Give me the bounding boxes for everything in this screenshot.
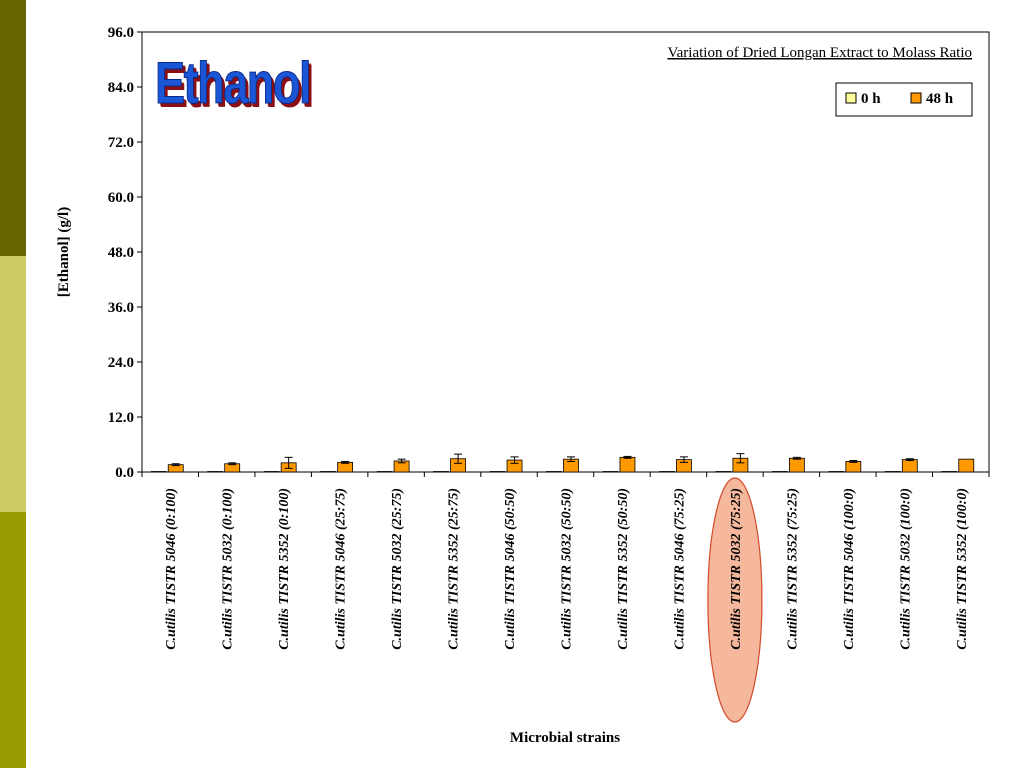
stripe-bottom (0, 512, 26, 768)
x-tick-label: C.utilis TISTR 5032 (0:100) (221, 488, 236, 650)
legend-swatch-48h (910, 92, 922, 104)
x-tick-label: C.utilis TISTR 5032 (25:75) (390, 488, 405, 650)
y-axis-title: [Ethanol] (g/l) (56, 207, 72, 297)
bar-0h (659, 471, 675, 473)
x-tick-label: C.utilis TISTR 5032 (75:25) (729, 488, 744, 650)
y-tick-label: 12.0 (108, 410, 134, 426)
y-tick-label: 72.0 (108, 135, 134, 151)
bar-0h (941, 471, 958, 473)
bar-0h (715, 471, 732, 473)
bar-48h (788, 457, 805, 473)
bar-48h (619, 456, 636, 473)
x-tick-label: C.utilis TISTR 5352 (50:50) (616, 488, 631, 650)
x-tick-label: C.utilis TISTR 5032 (50:50) (560, 488, 575, 650)
x-tick-label: C.utilis TISTR 5352 (0:100) (277, 488, 292, 650)
bar-0h (771, 471, 788, 473)
bar-0h (489, 471, 506, 473)
bar-0h (884, 471, 901, 473)
x-tick-label: C.utilis TISTR 5046 (0:100) (164, 488, 179, 650)
y-tick-label: 0.0 (115, 465, 134, 481)
bar-0h (433, 471, 449, 473)
legend-swatch-0h (845, 92, 857, 104)
x-tick-label: C.utilis TISTR 5352 (75:25) (785, 488, 800, 650)
x-tick-label: C.utilis TISTR 5046 (25:75) (334, 488, 349, 650)
stripe-top (0, 0, 26, 256)
x-tick-label: C.utilis TISTR 5046 (50:50) (503, 488, 518, 650)
y-tick-label: 24.0 (108, 355, 134, 371)
legend-box (835, 82, 973, 117)
bar-0h (546, 471, 562, 473)
y-tick-label: 36.0 (108, 300, 134, 316)
legend-label-48h: 48 h (926, 91, 954, 107)
bar-0h (150, 471, 167, 473)
bar-48h (901, 459, 918, 473)
x-tick-label: C.utilis TISTR 5046 (100:0) (842, 488, 857, 650)
x-tick-label: C.utilis TISTR 5046 (75:25) (672, 488, 687, 650)
side-stripe (0, 0, 26, 768)
x-tick-label: C.utilis TISTR 5352 (25:75) (447, 488, 462, 650)
legend: 0 h 48 h (835, 82, 973, 117)
bar-0h (828, 471, 845, 473)
highlight-ellipse (707, 477, 763, 723)
legend-label-0h: 0 h (861, 91, 881, 107)
stripe-middle (0, 256, 26, 512)
x-axis-title: Microbial strains (510, 730, 620, 746)
bar-0h (376, 471, 393, 473)
y-tick-label: 84.0 (108, 80, 134, 96)
bar-0h (263, 471, 280, 473)
bar-0h (207, 471, 224, 473)
chart-title: Variation of Dried Longan Extract to Mol… (667, 45, 972, 61)
y-tick-label: 96.0 (108, 25, 134, 41)
bar-48h (958, 458, 975, 473)
bar-0h (602, 471, 619, 473)
bar-0h (320, 471, 337, 473)
bar-48h (337, 461, 354, 473)
ethanol-title: Ethanol (155, 51, 312, 117)
x-tick-label: C.utilis TISTR 5032 (100:0) (898, 488, 913, 650)
x-tick-label: C.utilis TISTR 5352 (100:0) (955, 488, 970, 650)
y-tick-label: 60.0 (108, 190, 134, 206)
bar-48h (845, 461, 862, 473)
y-tick-label: 48.0 (108, 245, 134, 261)
